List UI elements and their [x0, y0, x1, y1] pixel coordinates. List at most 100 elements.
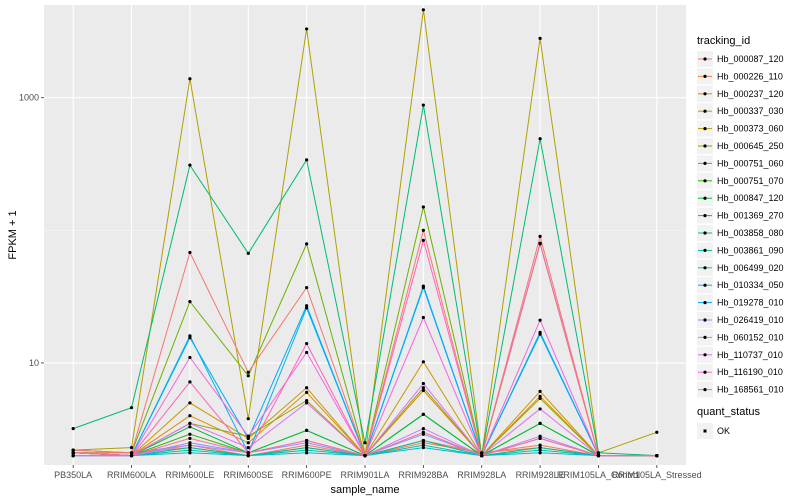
legend: tracking_id Hb_000087_120 Hb_000226_110 Hb…	[697, 35, 784, 439]
shape-legend-title: quant_status	[697, 406, 760, 418]
x-tick-label: RRIM600LA	[107, 470, 156, 480]
legend-label: Hb_000751_060	[717, 158, 784, 168]
data-point	[129, 454, 134, 458]
y-tick-label: 1000	[19, 93, 39, 103]
data-point	[538, 36, 542, 40]
data-point	[421, 315, 425, 320]
data-point	[421, 386, 425, 390]
data-point	[421, 430, 425, 434]
data-point	[421, 443, 425, 447]
data-point	[596, 454, 601, 458]
data-point	[305, 451, 309, 455]
legend-label: Hb_000226_110	[717, 71, 783, 81]
legend-key-point	[703, 127, 707, 131]
data-point	[188, 441, 192, 445]
data-point	[188, 414, 192, 418]
data-point	[188, 421, 192, 426]
data-point	[421, 412, 425, 416]
data-point	[305, 390, 309, 394]
data-point	[538, 137, 542, 141]
legend-label: Hb_003858_080	[717, 228, 784, 238]
shape-legend-label: OK	[717, 426, 730, 436]
data-point	[538, 234, 542, 238]
x-tick-label: RRIM600PE	[282, 470, 332, 480]
legend-key-point	[703, 388, 707, 392]
data-point	[363, 441, 367, 445]
data-point	[538, 241, 542, 245]
data-point	[188, 451, 192, 455]
legend-label: Hb_000087_120	[717, 54, 784, 64]
data-point	[246, 417, 250, 421]
data-point	[480, 454, 484, 458]
legend-label: Hb_116190_010	[717, 367, 783, 377]
legend-key-point	[703, 370, 707, 374]
legend-key-point	[703, 179, 707, 183]
data-point	[188, 445, 192, 450]
data-point	[71, 448, 75, 452]
legend-label: Hb_006499_020	[717, 263, 784, 273]
x-tick-label: RRIM901LA	[340, 470, 389, 480]
data-point	[188, 436, 192, 440]
y-tick-label: 10	[29, 358, 39, 368]
data-point	[655, 430, 659, 434]
data-point	[421, 205, 425, 209]
data-point	[538, 451, 542, 455]
legend-key-point	[703, 161, 707, 165]
data-point	[421, 284, 425, 288]
data-point	[538, 318, 542, 322]
data-point	[129, 445, 134, 450]
legend-key-point	[703, 335, 707, 339]
legend-key-point	[703, 144, 707, 148]
data-point	[305, 341, 309, 346]
x-axis: PB350LA RRIM600LA RRIM600LE RRIM600SE RRIM60…	[54, 465, 702, 480]
legend-key-point	[703, 214, 707, 218]
legend-label: Hb_019278_010	[717, 298, 784, 308]
legend-label: Hb_168561_010	[717, 385, 784, 395]
data-point	[188, 163, 192, 167]
data-point	[71, 454, 75, 458]
shape-legend-key-point	[703, 429, 707, 433]
data-point	[188, 425, 192, 429]
y-axis: 10 1000	[19, 93, 44, 368]
data-point	[538, 448, 542, 452]
data-point	[188, 443, 192, 447]
legend-key-point	[703, 74, 707, 78]
data-point	[305, 242, 309, 246]
legend-label: Hb_000645_250	[717, 141, 784, 151]
legend-label: Hb_026419_010	[717, 315, 784, 325]
data-point	[188, 380, 192, 384]
data-point	[596, 451, 601, 455]
x-tick-label: PB350LA	[54, 470, 92, 480]
x-axis-title: sample_name	[330, 484, 399, 496]
data-point	[305, 428, 309, 432]
legend-label: Hb_060152_010	[717, 332, 784, 342]
data-point	[246, 445, 250, 450]
data-point	[421, 103, 425, 107]
data-point	[305, 158, 309, 162]
color-legend-title: tracking_id	[697, 35, 750, 47]
y-axis-title: FPKM + 1	[7, 210, 19, 259]
data-point	[305, 304, 309, 308]
x-tick-label: RRIM105LA_Control	[557, 470, 640, 480]
legend-key-point	[703, 353, 707, 357]
data-point	[129, 406, 134, 410]
legend-label: Hb_000373_060	[717, 124, 784, 134]
data-point	[188, 432, 192, 436]
data-point	[305, 441, 309, 445]
legend-key-point	[703, 196, 707, 200]
data-point	[305, 448, 309, 452]
legend-key-point	[703, 318, 707, 322]
data-point	[188, 355, 192, 360]
shape-legend-items: OK	[697, 423, 730, 439]
data-point	[421, 360, 425, 364]
data-point	[538, 421, 542, 426]
legend-key-point	[703, 266, 707, 270]
data-point	[188, 300, 192, 304]
data-point	[305, 285, 309, 290]
data-point	[305, 401, 309, 405]
data-point	[655, 454, 659, 458]
data-point	[71, 451, 75, 455]
legend-label: Hb_010334_050	[717, 280, 784, 290]
data-point	[421, 388, 425, 393]
